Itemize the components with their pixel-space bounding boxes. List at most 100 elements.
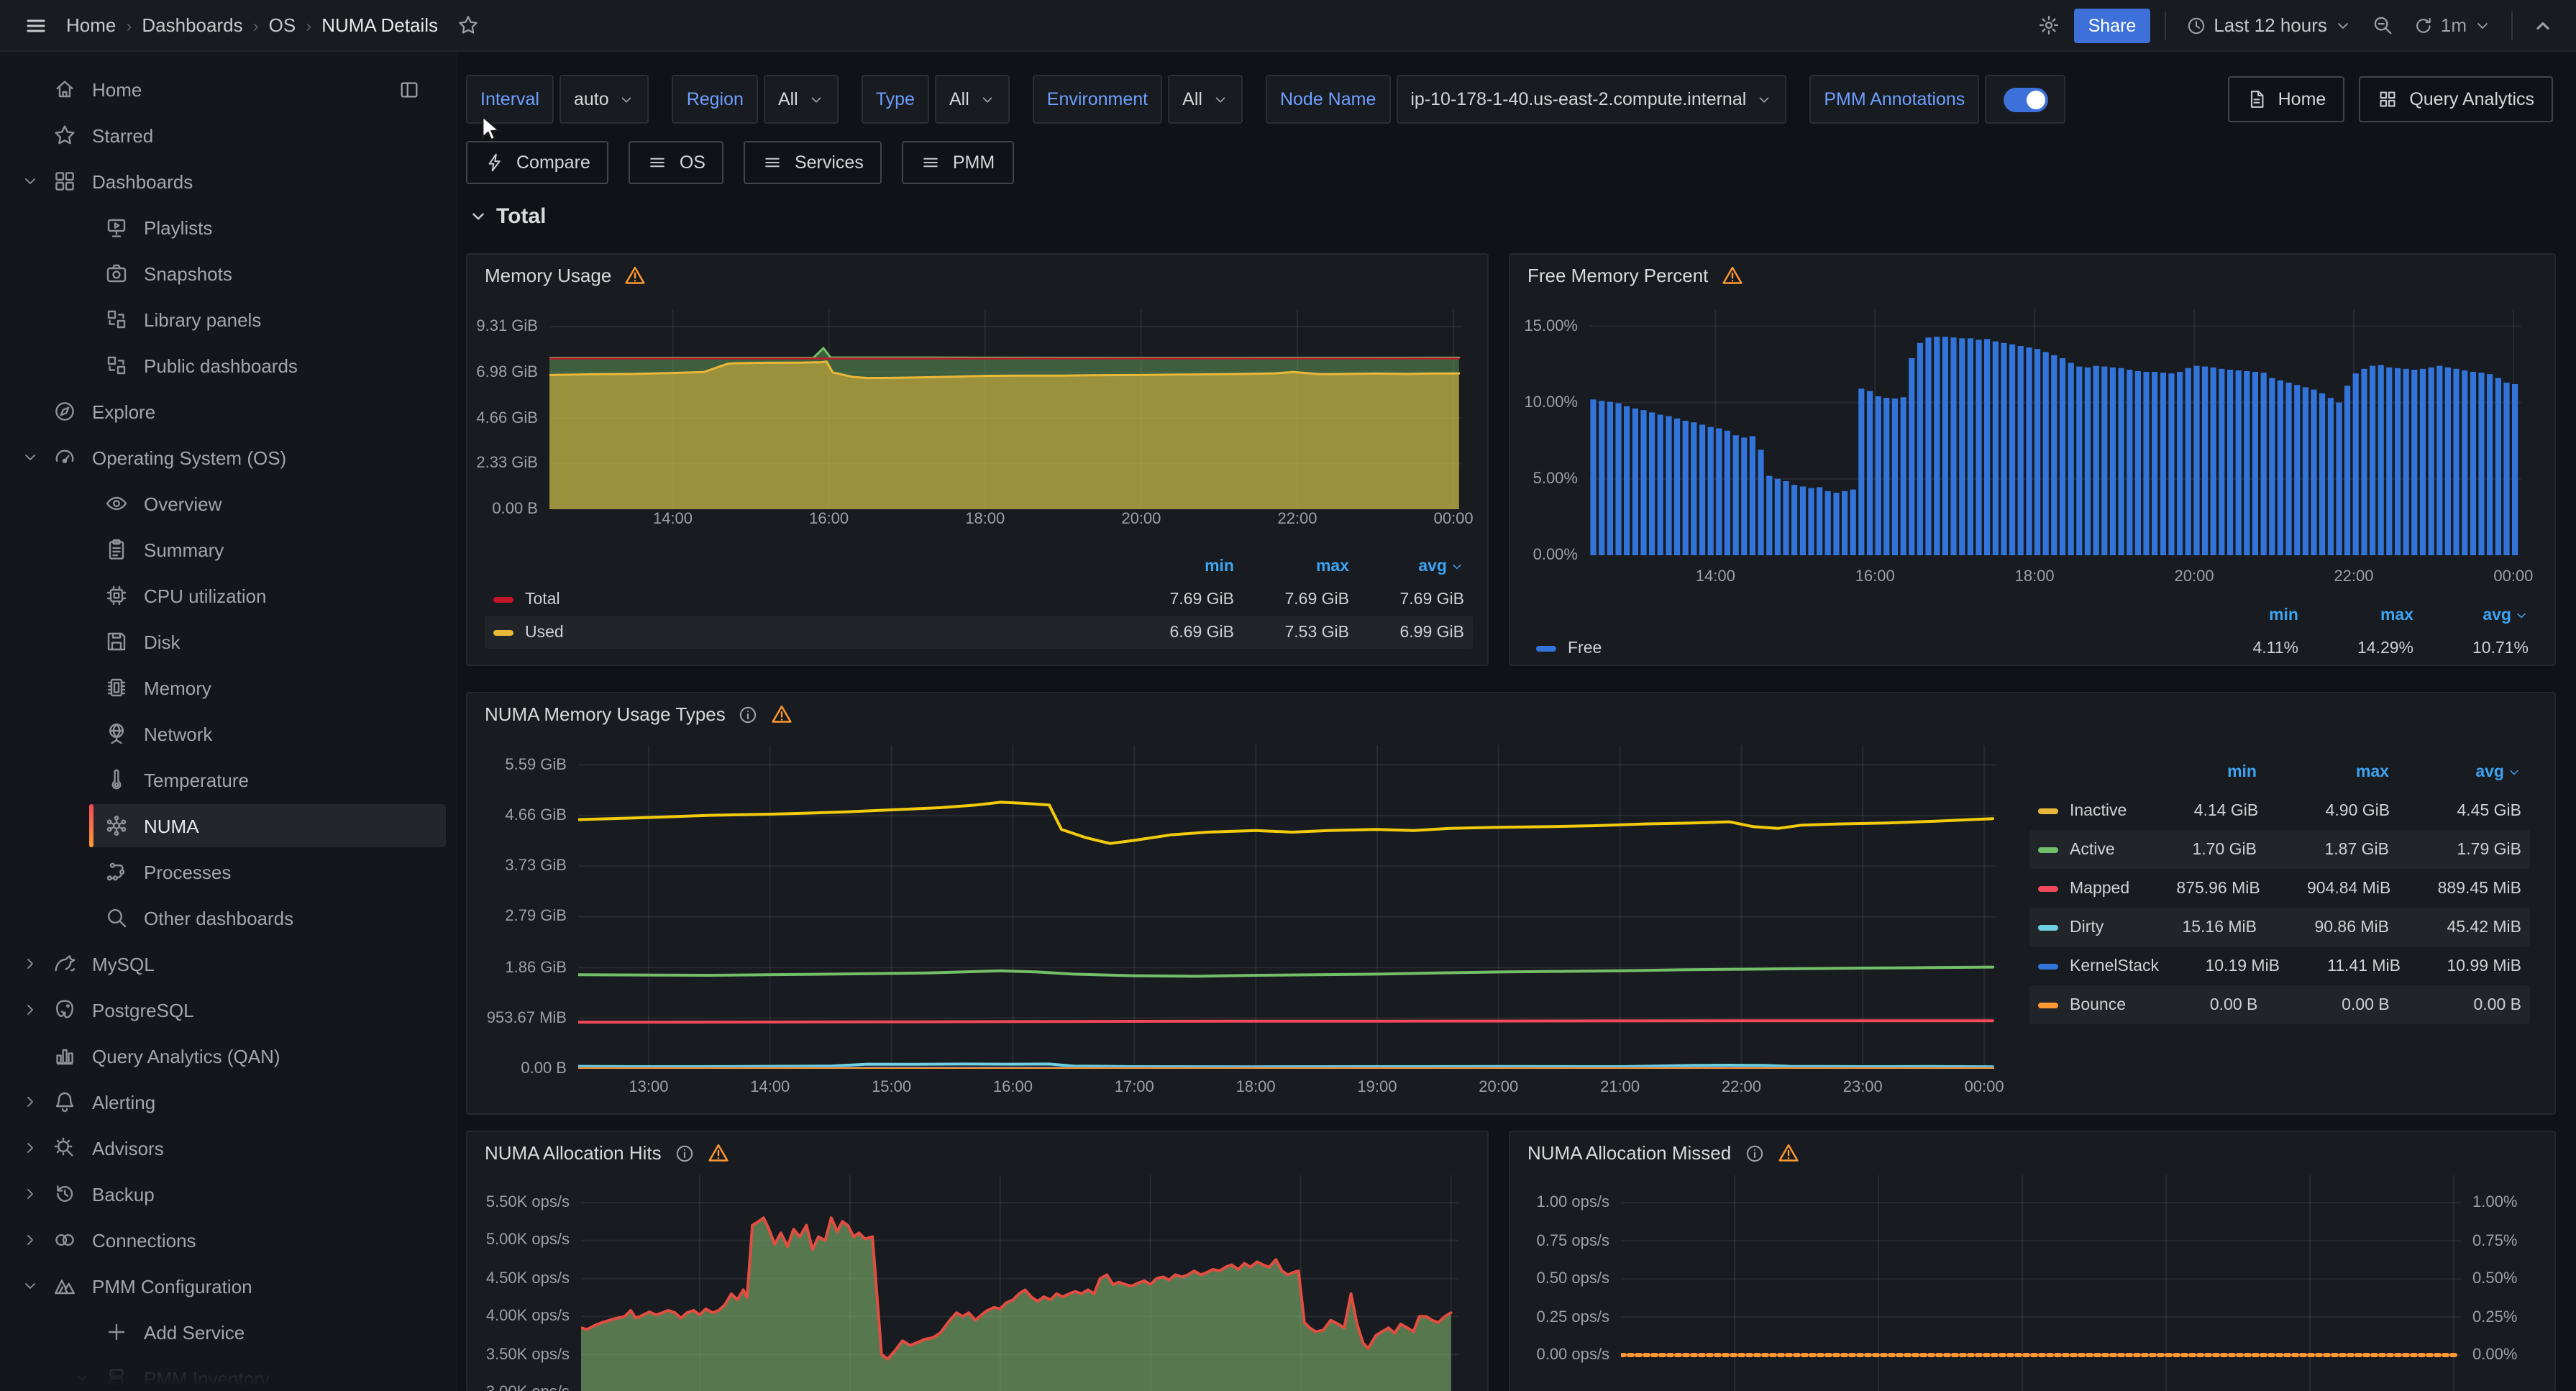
- breadcrumb-item-dashboards[interactable]: Dashboards: [142, 14, 243, 36]
- quick-button-os[interactable]: OS: [629, 141, 724, 184]
- legend-row-mapped[interactable]: Mapped 875.96 MiB 904.84 MiB 889.45 MiB: [2029, 869, 2530, 908]
- sidebar-item-mysql[interactable]: MySQL: [0, 941, 457, 987]
- breadcrumb-item-home[interactable]: Home: [66, 14, 117, 36]
- zoom-out-icon[interactable]: [2366, 9, 2399, 42]
- link-button-query-analytics[interactable]: Query Analytics: [2359, 76, 2553, 122]
- menu-toggle-icon[interactable]: [19, 8, 53, 42]
- chevron-down-icon[interactable]: [20, 173, 40, 190]
- info-circle-icon[interactable]: [675, 1143, 695, 1163]
- sidebar-item-overview[interactable]: Overview: [0, 480, 457, 526]
- sidebar-item-advisors[interactable]: Advisors: [0, 1125, 457, 1171]
- filter-value-environment[interactable]: All: [1168, 75, 1243, 124]
- sidebar-item-explore[interactable]: Explore: [0, 388, 457, 434]
- sidebar-item-operating-system-os-[interactable]: Operating System (OS): [0, 434, 457, 480]
- sidebar-item-query-analytics-qan-[interactable]: Query Analytics (QAN): [0, 1033, 457, 1079]
- warning-triangle-icon[interactable]: [708, 1142, 729, 1164]
- legend-header-max[interactable]: max: [1315, 558, 1349, 575]
- chevron-right-icon[interactable]: [20, 1093, 40, 1110]
- info-circle-icon[interactable]: [1744, 1143, 1764, 1163]
- link-button-home[interactable]: Home: [2227, 76, 2345, 122]
- panel-title[interactable]: NUMA Memory Usage Types: [485, 703, 726, 725]
- time-range-picker[interactable]: Last 12 hours: [2180, 9, 2357, 42]
- legend-header-avg[interactable]: avg: [2413, 607, 2529, 624]
- filter-value-interval[interactable]: auto: [559, 75, 649, 124]
- legend-header-max[interactable]: max: [2380, 607, 2413, 624]
- sidebar-item-backup[interactable]: Backup: [0, 1171, 457, 1217]
- chart-numa_missed[interactable]: [1621, 1175, 2461, 1391]
- chevron-down-icon[interactable]: [20, 1277, 40, 1295]
- sidebar-item-playlists[interactable]: Playlists: [0, 204, 457, 250]
- warning-triangle-icon[interactable]: [1721, 265, 1743, 286]
- legend-row-total[interactable]: Total 7.69 GiB 7.69 GiB 7.69 GiB: [485, 583, 1473, 616]
- chevron-right-icon[interactable]: [20, 955, 40, 972]
- info-circle-icon[interactable]: [739, 704, 759, 724]
- legend-header-min[interactable]: min: [2269, 607, 2298, 624]
- sidebar-item-home[interactable]: Home: [0, 66, 457, 112]
- chevron-down-icon[interactable]: [20, 449, 40, 466]
- sidebar-item-public-dashboards[interactable]: Public dashboards: [0, 342, 457, 388]
- breadcrumb-item-os[interactable]: OS: [268, 14, 296, 36]
- chart-numa_hits[interactable]: [581, 1175, 1458, 1391]
- collapse-topbar-caret-icon[interactable]: [2527, 9, 2559, 41]
- legend-row-inactive[interactable]: Inactive 4.14 GiB 4.90 GiB 4.45 GiB: [2029, 791, 2530, 830]
- section-row-total[interactable]: Total: [469, 204, 546, 229]
- sidebar-item-other-dashboards[interactable]: Other dashboards: [0, 895, 457, 941]
- sidebar-item-library-panels[interactable]: Library panels: [0, 296, 457, 342]
- legend-header-min[interactable]: min: [2227, 764, 2257, 781]
- axis-tick-label: 18:00: [2014, 568, 2055, 585]
- sidebar-item-connections[interactable]: Connections: [0, 1217, 457, 1263]
- chart-numa_types[interactable]: [578, 745, 1996, 1069]
- legend-header-max[interactable]: max: [2355, 764, 2389, 781]
- sidebar-item-starred[interactable]: Starred: [0, 112, 457, 158]
- sidebar-item-cpu-utilization[interactable]: CPU utilization: [0, 573, 457, 619]
- sidebar-item-add-service[interactable]: Add Service: [0, 1309, 457, 1355]
- legend-row-dirty[interactable]: Dirty 15.16 MiB 90.86 MiB 45.42 MiB: [2029, 908, 2530, 947]
- chevron-right-icon[interactable]: [20, 1231, 40, 1249]
- quick-button-pmm[interactable]: PMM: [902, 141, 1014, 184]
- legend-header-avg[interactable]: avg: [2389, 764, 2521, 781]
- sidebar-item-numa[interactable]: NUMA: [0, 803, 457, 849]
- legend-row-active[interactable]: Active 1.70 GiB 1.87 GiB 1.79 GiB: [2029, 830, 2530, 869]
- chevron-right-icon[interactable]: [20, 1139, 40, 1157]
- sidebar-item-memory[interactable]: Memory: [0, 665, 457, 711]
- legend-header-min[interactable]: min: [1205, 558, 1234, 575]
- legend-row-bounce[interactable]: Bounce 0.00 B 0.00 B 0.00 B: [2029, 985, 2530, 1024]
- quick-button-services[interactable]: Services: [744, 141, 882, 184]
- warning-triangle-icon[interactable]: [624, 265, 646, 286]
- panel-title[interactable]: NUMA Allocation Missed: [1527, 1142, 1732, 1164]
- quick-button-compare[interactable]: Compare: [466, 141, 609, 184]
- sidebar-item-snapshots[interactable]: Snapshots: [0, 250, 457, 296]
- share-button[interactable]: Share: [2073, 8, 2151, 42]
- chart-memory_usage[interactable]: [549, 309, 1461, 509]
- sidebar-item-pmm-configuration[interactable]: PMM Configuration: [0, 1263, 457, 1309]
- legend-header-avg[interactable]: avg: [1349, 558, 1464, 575]
- panel-title[interactable]: Memory Usage: [485, 265, 612, 286]
- filter-value-node-name[interactable]: ip-10-178-1-40.us-east-2.compute.interna…: [1396, 75, 1787, 124]
- filter-value-region[interactable]: All: [763, 75, 839, 124]
- toggle-pmm-annotations[interactable]: [1985, 75, 2066, 124]
- dashboard-settings-gear-icon[interactable]: [2032, 9, 2065, 42]
- sidebar-collapse-icon[interactable]: [398, 78, 420, 100]
- sidebar-item-summary[interactable]: Summary: [0, 526, 457, 573]
- filter-value-type[interactable]: All: [934, 75, 1010, 124]
- sidebar-item-postgresql[interactable]: PostgreSQL: [0, 987, 457, 1033]
- chart-free_memory[interactable]: [1589, 309, 2521, 555]
- sidebar-item-network[interactable]: Network: [0, 711, 457, 757]
- legend-row-free[interactable]: Free 4.11% 14.29% 10.71%: [1527, 631, 2537, 665]
- panel-title[interactable]: Free Memory Percent: [1527, 265, 1709, 286]
- panel-title[interactable]: NUMA Allocation Hits: [485, 1142, 662, 1164]
- sidebar-item-disk[interactable]: Disk: [0, 619, 457, 665]
- sidebar-item-temperature[interactable]: Temperature: [0, 757, 457, 803]
- sidebar-item-dashboards[interactable]: Dashboards: [0, 158, 457, 204]
- warning-triangle-icon[interactable]: [772, 703, 793, 725]
- favorite-star-icon[interactable]: [451, 9, 484, 42]
- chevron-right-icon[interactable]: [20, 1185, 40, 1203]
- refresh-button[interactable]: 1m: [2408, 9, 2497, 42]
- legend-row-used[interactable]: Used 6.69 GiB 7.53 GiB 6.99 GiB: [485, 616, 1473, 649]
- legend-row-kernelstack[interactable]: KernelStack 10.19 MiB 11.41 MiB 10.99 MiB: [2029, 947, 2530, 985]
- chevron-right-icon[interactable]: [20, 1001, 40, 1018]
- sidebar-item-processes[interactable]: Processes: [0, 849, 457, 895]
- breadcrumb-item-numa-details[interactable]: NUMA Details: [321, 14, 439, 36]
- warning-triangle-icon[interactable]: [1777, 1142, 1799, 1164]
- sidebar-item-alerting[interactable]: Alerting: [0, 1079, 457, 1125]
